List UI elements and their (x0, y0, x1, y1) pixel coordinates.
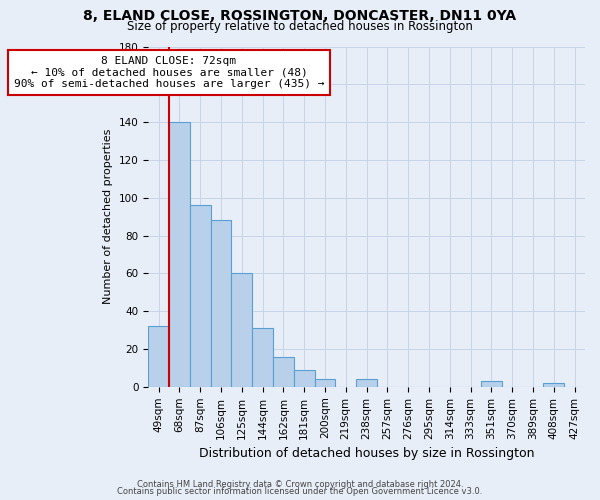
Bar (356, 380, 377, 387)
Bar (314, 380, 335, 387)
Bar (294, 370, 314, 387)
Text: Contains public sector information licensed under the Open Government Licence v3: Contains public sector information licen… (118, 487, 482, 496)
Text: Size of property relative to detached houses in Rossington: Size of property relative to detached ho… (127, 20, 473, 33)
X-axis label: Distribution of detached houses by size in Rossington: Distribution of detached houses by size … (199, 447, 535, 460)
Bar (148, 326, 169, 387)
Bar (190, 206, 211, 387)
Bar (252, 328, 273, 387)
Bar (211, 220, 232, 387)
Text: Contains HM Land Registry data © Crown copyright and database right 2024.: Contains HM Land Registry data © Crown c… (137, 480, 463, 489)
Text: 8, ELAND CLOSE, ROSSINGTON, DONCASTER, DN11 0YA: 8, ELAND CLOSE, ROSSINGTON, DONCASTER, D… (83, 9, 517, 23)
Bar (232, 274, 252, 387)
Bar (544, 383, 564, 387)
Bar (169, 122, 190, 387)
Text: 8 ELAND CLOSE: 72sqm
← 10% of detached houses are smaller (48)
90% of semi-detac: 8 ELAND CLOSE: 72sqm ← 10% of detached h… (14, 56, 324, 89)
Bar (481, 381, 502, 387)
Bar (273, 356, 294, 387)
Y-axis label: Number of detached properties: Number of detached properties (103, 129, 113, 304)
